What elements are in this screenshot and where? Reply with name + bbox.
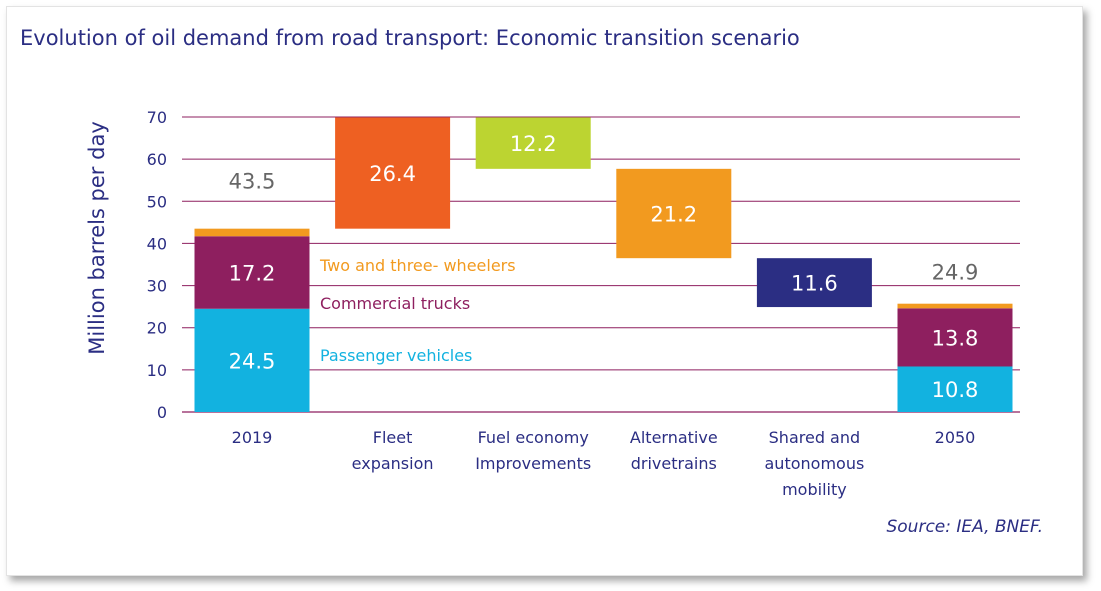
legend-label: Passenger vehicles [320,346,472,365]
stacked-bar-segment [194,228,310,237]
waterfall-bar [475,117,591,169]
bar-value-label: 12.2 [510,132,557,156]
x-category-label: expansion [352,454,434,473]
waterfall-bar [335,117,451,229]
y-tick-label: 10 [147,361,167,380]
x-category-label: autonomous [765,454,865,473]
waterfall-bar [616,168,732,259]
x-category-label: 2050 [935,428,976,447]
source-note: Source: IEA, BNEF. [886,517,1043,537]
x-category-label: Shared and [769,428,861,447]
stacked-bar-segment [897,308,1013,367]
bar-value-label: 13.8 [932,326,979,350]
legend-label: Two and three- wheelers [319,256,516,275]
bar-value-label: 24.5 [229,349,276,373]
bar-value-label: 11.6 [791,272,838,296]
total-value-label: 43.5 [229,170,276,194]
y-tick-label: 40 [147,234,167,253]
bar-value-label: 10.8 [932,378,979,402]
x-category-label: Improvements [475,454,591,473]
y-tick-label: 20 [147,319,167,338]
chart-card [6,6,1083,576]
bar-value-label: 17.2 [229,262,276,286]
bar-value-label: 21.2 [650,203,697,227]
y-tick-label: 50 [147,192,167,211]
x-category-label: Fleet [373,428,413,447]
bar-value-label: 26.4 [369,162,416,186]
y-tick-label: 60 [147,150,167,169]
x-category-label: mobility [782,480,847,499]
stacked-bar-segment [897,366,1013,412]
y-tick-label: 30 [147,277,167,296]
y-axis-label: Million barrels per day [85,121,109,354]
x-category-label: Fuel economy [478,428,589,447]
waterfall-bar [756,258,872,308]
stacked-bar-segment [194,236,310,309]
stacked-bar-segment [194,308,310,412]
x-category-label: 2019 [232,428,273,447]
legend-label: Commercial trucks [320,294,470,313]
x-category-label: Alternative [630,428,718,447]
total-value-label: 24.9 [932,261,979,285]
chart-title: Evolution of oil demand from road transp… [20,26,800,50]
stacked-bar-segment [897,303,1013,309]
y-tick-label: 0 [157,403,167,422]
x-category-label: drivetrains [631,454,717,473]
y-tick-label: 70 [147,108,167,127]
